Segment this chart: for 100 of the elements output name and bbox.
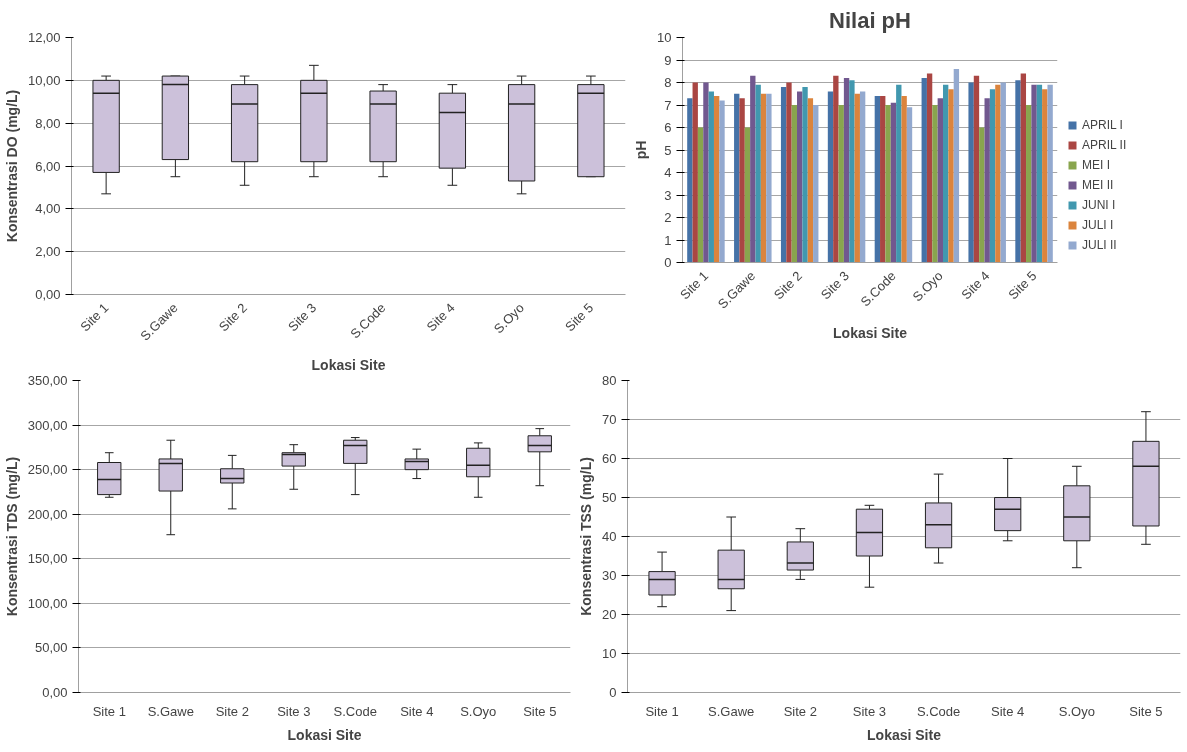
y-tick-label: 350,00 (27, 373, 68, 388)
y-tick-label: 80 (602, 373, 617, 388)
y-axis-title: Konsentrasi DO (mg/L) (3, 89, 20, 243)
y-tick-label: 8,00 (35, 115, 61, 131)
x-tick-label: Site 5 (1129, 703, 1163, 719)
bar (843, 78, 850, 263)
bar (859, 91, 866, 263)
bar (755, 84, 761, 263)
y-tick-label: 1 (664, 232, 672, 248)
bar (854, 93, 860, 263)
bar (885, 105, 891, 263)
y-tick-label: 6,00 (35, 158, 61, 174)
y-tick-label: 300,00 (27, 417, 68, 433)
bar (901, 96, 907, 263)
y-axis-title: Konsentrasi TDS (mg/L) (3, 456, 20, 617)
y-tick-label: 50,00 (34, 640, 68, 656)
bar (703, 82, 709, 263)
bar (880, 96, 886, 263)
x-axis-title: Lokasi Site (311, 356, 386, 373)
bar (827, 91, 834, 263)
bar (849, 80, 855, 263)
x-tick-label: Site 1 (677, 268, 712, 303)
x-axis-title: Lokasi Site (287, 726, 362, 743)
x-tick-label: Site 4 (423, 300, 458, 335)
y-tick-label: 2,00 (35, 244, 61, 260)
legend-label: MEI II (1082, 178, 1114, 192)
bar (708, 91, 714, 263)
legend-label: JULI I (1082, 218, 1114, 232)
y-tick-label: 60 (602, 451, 617, 466)
bar (926, 73, 933, 263)
bar (780, 87, 787, 263)
x-tick-label: Site 1 (77, 300, 112, 335)
y-tick-label: 5 (664, 142, 672, 158)
bar (932, 105, 938, 263)
bar (739, 98, 745, 263)
bar (953, 69, 960, 263)
legend-label: JULI II (1082, 238, 1117, 252)
chart-title: Nilai pH (829, 7, 911, 33)
bar (807, 98, 814, 263)
bar (744, 127, 751, 263)
x-tick-label: Site 1 (645, 703, 679, 719)
bar (1015, 80, 1021, 263)
bar (734, 93, 740, 263)
x-tick-label: Site 1 (92, 703, 126, 719)
x-tick-label: Site 5 (523, 703, 557, 719)
x-tick-label: Site 3 (852, 703, 887, 719)
y-tick-label: 6 (664, 120, 672, 135)
x-tick-label: Site 4 (958, 268, 993, 303)
y-tick-label: 9 (664, 52, 672, 68)
y-axis-title: pH (633, 140, 650, 160)
legend-label: JUNI I (1082, 198, 1116, 212)
y-tick-label: 70 (602, 412, 617, 427)
y-tick-label: 4 (664, 165, 672, 180)
y-axis-title: Konsentrasi TSS (mg/L) (578, 457, 595, 616)
bar (942, 84, 949, 263)
bar (760, 93, 767, 263)
bar (984, 98, 990, 263)
x-tick-label: Site 3 (285, 300, 320, 335)
bar (874, 96, 881, 263)
bar (697, 127, 704, 263)
bar (719, 100, 725, 263)
bar (995, 84, 1001, 263)
bar (989, 89, 996, 263)
x-tick-label: S.Oyo (460, 703, 497, 719)
y-tick-label: 2 (664, 210, 672, 225)
bar (813, 105, 819, 263)
x-axis-title: Lokasi Site (833, 324, 908, 341)
x-tick-label: Site 2 (770, 268, 805, 303)
x-tick-label: S.Code (916, 703, 961, 719)
y-tick-label: 8 (664, 75, 672, 90)
bar (937, 98, 943, 263)
y-tick-label: 10 (657, 30, 672, 45)
bar (687, 98, 693, 263)
y-tick-label: 200,00 (27, 506, 68, 522)
bar (833, 75, 839, 263)
x-tick-label: S.Code (333, 703, 377, 719)
bar (802, 87, 808, 263)
y-tick-label: 250,00 (27, 462, 68, 478)
legend-label: MEI I (1082, 158, 1111, 172)
y-tick-label: 10 (602, 646, 617, 661)
bar (1036, 84, 1043, 263)
x-tick-label: Site 2 (215, 703, 249, 719)
bar (1047, 84, 1053, 263)
x-tick-label: Site 4 (400, 703, 434, 719)
y-tick-label: 100,00 (27, 595, 68, 611)
bar (906, 107, 913, 263)
bar (968, 82, 974, 263)
legend-label: APRIL I (1082, 118, 1123, 132)
bar (1026, 105, 1032, 263)
y-tick-label: 0 (609, 685, 617, 700)
y-tick-label: 40 (602, 529, 617, 544)
x-tick-label: Site 2 (783, 703, 817, 719)
x-tick-label: Site 4 (991, 703, 1025, 719)
y-tick-label: 12,00 (27, 30, 61, 45)
bar (797, 91, 803, 263)
x-tick-label: Site 3 (817, 268, 852, 303)
bar (973, 75, 980, 263)
bar (979, 127, 985, 263)
bar (766, 93, 772, 263)
bar (948, 89, 954, 263)
